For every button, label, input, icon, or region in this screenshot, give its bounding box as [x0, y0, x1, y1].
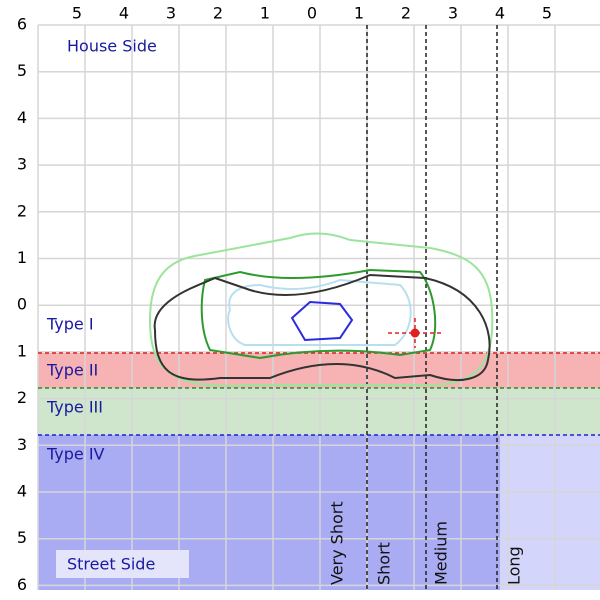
top-axis-label: 5 [542, 4, 552, 23]
top-axis-label: 3 [166, 4, 176, 23]
left-axis-label: 3 [17, 155, 27, 174]
contour-inner [227, 278, 412, 346]
left-axis-label: 2 [17, 388, 27, 407]
type-label: Type III [46, 398, 103, 417]
contour-outer [148, 232, 494, 387]
top-axis-label: 3 [448, 4, 458, 23]
distance-label: Long [505, 546, 524, 585]
left-axis-label: 5 [17, 61, 27, 80]
type-ii-band [38, 353, 600, 388]
distance-label: Very Short [328, 501, 347, 585]
house-side-label: House Side [67, 37, 157, 56]
type-label: Type IV [46, 445, 105, 464]
distance-label: Short [375, 542, 394, 585]
left-axis-label: 6 [17, 575, 27, 594]
street-side-label: Street Side [67, 555, 155, 574]
top-axis-label: 4 [495, 4, 505, 23]
left-axis-label: 1 [17, 341, 27, 360]
left-axis-label: 2 [17, 201, 27, 220]
type-label: Type II [46, 361, 98, 380]
top-axis-label: 2 [401, 4, 411, 23]
left-axis-label: 3 [17, 435, 27, 454]
left-axis-label: 4 [17, 482, 27, 501]
top-axis-label: 1 [354, 4, 364, 23]
top-axis-label: 2 [213, 4, 223, 23]
distance-label: Medium [432, 521, 451, 585]
top-axis-label: 4 [119, 4, 129, 23]
top-axis-label: 0 [307, 4, 317, 23]
contour-max [290, 300, 354, 342]
max-point [410, 328, 420, 338]
left-axis-label: 6 [17, 15, 27, 34]
contour-half-max [153, 273, 491, 381]
left-axis-label: 0 [17, 295, 27, 314]
grid [37, 24, 600, 590]
left-axis-label: 4 [17, 108, 27, 127]
type-iii-band [38, 388, 600, 435]
left-axis-label: 5 [17, 528, 27, 547]
top-axis-label: 5 [72, 4, 82, 23]
left-axis-label: 1 [17, 248, 27, 267]
street-side-box [56, 550, 189, 578]
top-axis-label: 1 [260, 4, 270, 23]
contour-green [200, 268, 437, 360]
type-label: Type I [46, 315, 94, 334]
type-iv-long-band [500, 435, 600, 590]
